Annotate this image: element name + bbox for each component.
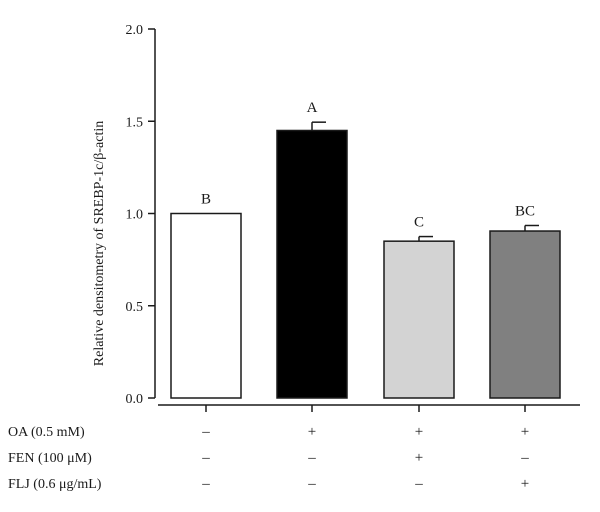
condition-sign: + [415,450,423,466]
bar-significance-label: C [414,215,424,231]
condition-label: OA (0.5 mM) [8,425,85,440]
y-tick-label: 0.5 [126,300,144,315]
condition-sign: – [201,450,210,466]
bars: B A C BC [170,100,561,399]
y-axis-label: Relative densitometry of SREBP-1c/β-acti… [92,121,107,366]
condition-label: FEN (100 μM) [8,451,92,466]
condition-sign: – [307,450,316,466]
bar-significance-label: B [201,192,211,208]
condition-table: OA (0.5 mM) – + + + FEN (100 μM) – – + – FLJ (0.6 … [8,424,529,492]
bar [276,129,348,399]
y-tick-label: 0.0 [126,392,144,407]
condition-sign: – [414,476,423,492]
condition-sign: – [307,476,316,492]
y-tick-label: 1.5 [126,115,144,130]
condition-label: FLJ (0.6 μg/mL) [8,477,102,492]
axes: 0.0 0.5 1.0 1.5 2.0 [126,23,580,412]
condition-sign: – [201,476,210,492]
bar-significance-label: BC [515,203,535,219]
bar [383,240,455,399]
condition-sign: – [520,450,529,466]
bar-significance-label: A [307,100,318,116]
condition-sign: + [308,424,316,440]
y-tick-label: 2.0 [126,23,144,38]
condition-sign: + [521,476,529,492]
bar [170,212,242,399]
bar [489,230,561,399]
y-tick-label: 1.0 [126,208,144,223]
condition-sign: + [521,424,529,440]
condition-sign: – [201,424,210,440]
condition-sign: + [415,424,423,440]
